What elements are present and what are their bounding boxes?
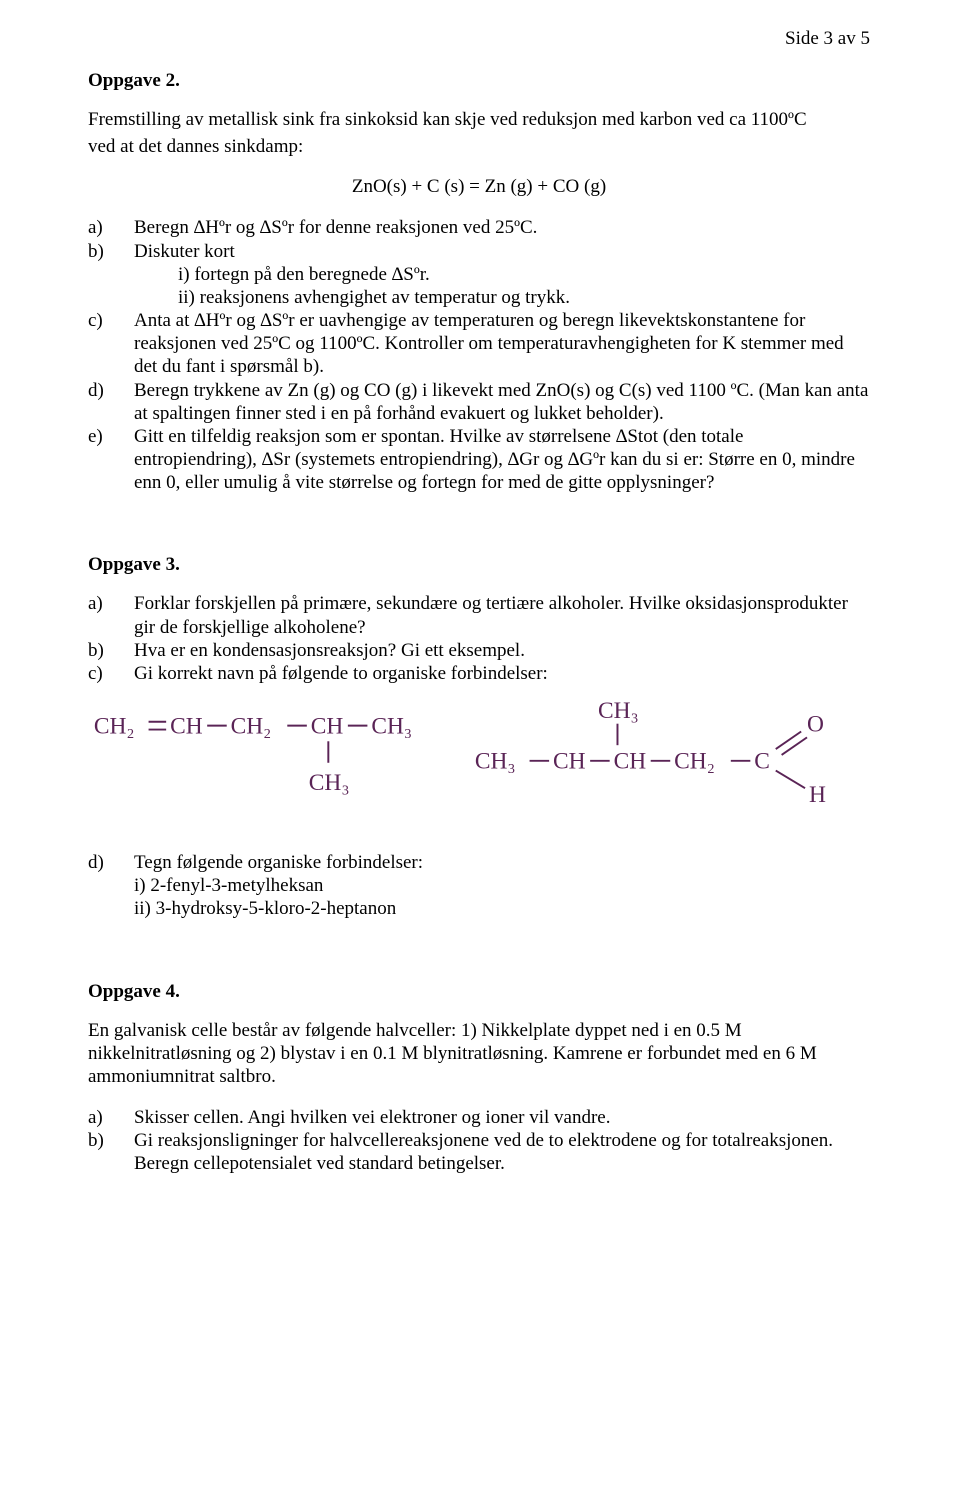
list-body: Anta at ∆Hºr og ∆Sºr er uavhengige av te… bbox=[134, 309, 870, 379]
oppgave3-list: a) Forklar forskjellen på primære, sekun… bbox=[88, 592, 870, 685]
oppgave2-e: e) Gitt en tilfeldig reaksjon som er spo… bbox=[88, 425, 870, 495]
oppgave3-a: a) Forklar forskjellen på primære, sekun… bbox=[88, 592, 870, 638]
svg-text:C: C bbox=[755, 749, 771, 775]
page: Side 3 av 5 Oppgave 2. Fremstilling av m… bbox=[0, 0, 960, 1492]
oppgave2-list: a) Beregn ∆Hºr og ∆Sºr for denne reaksjo… bbox=[88, 216, 870, 494]
structure-left: CH₂ CH CH₂ CH CH₃ CH₃ bbox=[88, 693, 449, 813]
oppgave2-d: d) Beregn trykkene av Zn (g) og CO (g) i… bbox=[88, 379, 870, 425]
oppgave4-a: a) Skisser cellen. Angi hvilken vei elek… bbox=[88, 1106, 870, 1129]
svg-text:CH₃: CH₃ bbox=[371, 714, 412, 740]
list-body: Gi korrekt navn på følgende to organiske… bbox=[134, 662, 870, 685]
oppgave2-b-i: i) fortegn på den beregnede ∆Sºr. bbox=[134, 263, 870, 286]
oppgave3-c: c) Gi korrekt navn på følgende to organi… bbox=[88, 662, 870, 685]
list-body: Gi reaksjonsligninger for halvcellereaks… bbox=[134, 1129, 870, 1175]
oppgave2-b: b) Diskuter kort i) fortegn på den bereg… bbox=[88, 240, 870, 310]
oppgave2-intro-line2: ved at det dannes sinkdamp: bbox=[88, 135, 870, 158]
list-marker: e) bbox=[88, 425, 134, 448]
oppgave3-list-d: d) Tegn følgende organiske forbindelser:… bbox=[88, 851, 870, 921]
oppgave4-list: a) Skisser cellen. Angi hvilken vei elek… bbox=[88, 1106, 870, 1176]
oppgave2-b-ii: ii) reaksjonens avhengighet av temperatu… bbox=[134, 286, 870, 309]
svg-text:CH₂: CH₂ bbox=[94, 714, 135, 740]
oppgave2-title: Oppgave 2. bbox=[88, 70, 870, 92]
svg-text:CH₂: CH₂ bbox=[231, 714, 272, 740]
chemical-structures: CH₂ CH CH₂ CH CH₃ CH₃ CH₃ CH₃ bbox=[88, 693, 870, 813]
oppgave4-intro: En galvanisk celle består av følgende ha… bbox=[88, 1019, 870, 1089]
svg-text:CH₂: CH₂ bbox=[675, 749, 716, 775]
svg-text:CH: CH bbox=[311, 714, 344, 740]
oppgave3-title: Oppgave 3. bbox=[88, 554, 870, 576]
oppgave4-b: b) Gi reaksjonsligninger for halvcellere… bbox=[88, 1129, 870, 1175]
list-marker: d) bbox=[88, 851, 134, 874]
list-body: Hva er en kondensasjonsreaksjon? Gi ett … bbox=[134, 639, 870, 662]
list-body: Tegn følgende organiske forbindelser: i)… bbox=[134, 851, 870, 921]
structure-right: CH₃ CH₃ CH CH CH₂ C O H bbox=[469, 693, 870, 813]
list-body: Skisser cellen. Angi hvilken vei elektro… bbox=[134, 1106, 870, 1129]
oppgave2-c: c) Anta at ∆Hºr og ∆Sºr er uavhengige av… bbox=[88, 309, 870, 379]
oppgave3-d-ii: ii) 3-hydroksy-5-kloro-2-heptanon bbox=[134, 897, 870, 920]
oppgave2-equation: ZnO(s) + C (s) = Zn (g) + CO (g) bbox=[88, 176, 870, 198]
oppgave2-b-text: Diskuter kort bbox=[134, 241, 235, 262]
list-marker: b) bbox=[88, 639, 134, 662]
list-body: Gitt en tilfeldig reaksjon som er sponta… bbox=[134, 425, 870, 495]
list-marker: a) bbox=[88, 592, 134, 615]
oppgave3-d-text: Tegn følgende organiske forbindelser: bbox=[134, 852, 423, 873]
list-marker: a) bbox=[88, 1106, 134, 1129]
svg-text:H: H bbox=[809, 782, 826, 808]
oppgave2-intro-line1: Fremstilling av metallisk sink fra sinko… bbox=[88, 108, 870, 131]
oppgave3-d-i: i) 2-fenyl-3-metylheksan bbox=[134, 874, 870, 897]
list-body: Beregn ∆Hºr og ∆Sºr for denne reaksjonen… bbox=[134, 216, 870, 239]
oppgave4-title: Oppgave 4. bbox=[88, 981, 870, 1003]
oppgave3-d: d) Tegn følgende organiske forbindelser:… bbox=[88, 851, 870, 921]
list-body: Beregn trykkene av Zn (g) og CO (g) i li… bbox=[134, 379, 870, 425]
svg-text:CH₃: CH₃ bbox=[475, 749, 516, 775]
svg-text:CH: CH bbox=[614, 749, 647, 775]
list-marker: a) bbox=[88, 216, 134, 239]
list-marker: b) bbox=[88, 240, 134, 263]
oppgave2-a: a) Beregn ∆Hºr og ∆Sºr for denne reaksjo… bbox=[88, 216, 870, 239]
list-marker: d) bbox=[88, 379, 134, 402]
page-number: Side 3 av 5 bbox=[785, 28, 870, 50]
list-marker: c) bbox=[88, 662, 134, 685]
list-body: Forklar forskjellen på primære, sekundær… bbox=[134, 592, 870, 638]
svg-text:CH: CH bbox=[170, 714, 203, 740]
list-marker: b) bbox=[88, 1129, 134, 1152]
list-marker: c) bbox=[88, 309, 134, 332]
svg-text:O: O bbox=[807, 712, 824, 738]
svg-text:CH₃: CH₃ bbox=[598, 698, 639, 724]
svg-text:CH₃: CH₃ bbox=[309, 770, 350, 796]
list-body: Diskuter kort i) fortegn på den beregned… bbox=[134, 240, 870, 310]
oppgave3-b: b) Hva er en kondensasjonsreaksjon? Gi e… bbox=[88, 639, 870, 662]
svg-text:CH: CH bbox=[553, 749, 586, 775]
